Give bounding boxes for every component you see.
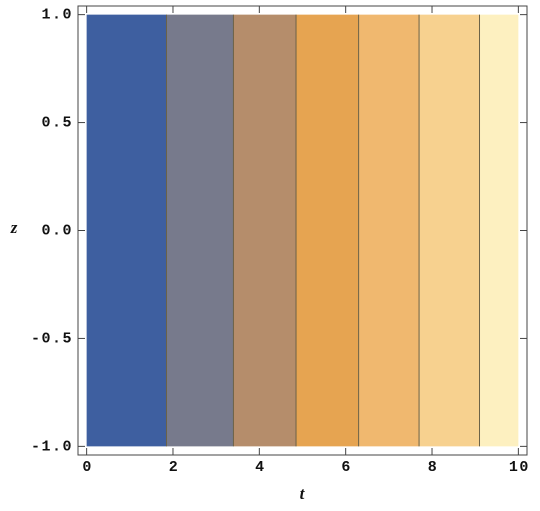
x-tick-label: 2 [169,459,180,476]
y-tick-label: -0.5 [31,330,73,347]
y-tick-label: -1.0 [31,438,73,455]
x-tick-label: 10 [509,459,530,476]
y-tick-label: 0.5 [41,115,73,132]
x-tick-label: 0 [82,459,93,476]
x-tick-label: 6 [341,459,352,476]
y-axis-title: z [10,218,18,237]
contour-band [296,14,359,447]
contour-band [166,14,234,447]
contour-band [419,14,480,447]
x-tick-label: 4 [255,459,266,476]
y-tick-label: 1.0 [41,7,73,24]
contour-band [479,14,519,447]
y-tick-label: 0.0 [41,222,73,239]
x-axis-title: t [300,484,306,503]
contour-band [233,14,297,447]
x-tick-label: 8 [428,459,439,476]
contour-band [358,14,420,447]
contour-band [86,14,167,447]
